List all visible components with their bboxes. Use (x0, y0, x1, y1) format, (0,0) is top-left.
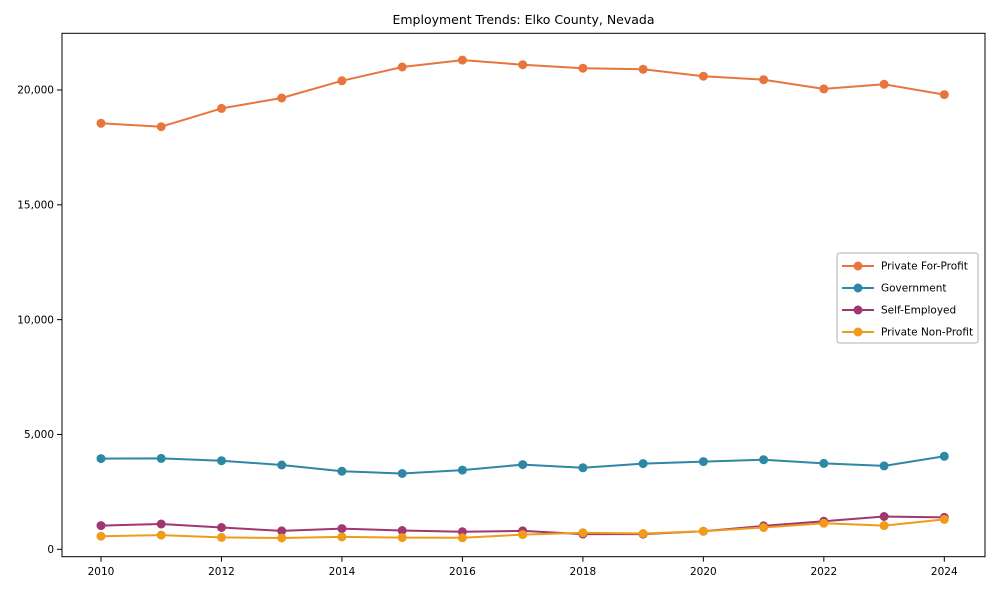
series-private-non-profit-marker (698, 526, 708, 536)
series-private-for-profit-marker (939, 90, 949, 100)
x-axis-tick-label: 2016 (449, 566, 476, 578)
series-private-non-profit-marker (397, 533, 407, 543)
series-private-non-profit-marker (879, 521, 889, 531)
series-private-for-profit-marker (638, 64, 648, 74)
series-self-employed-marker (879, 512, 889, 521)
legend-item-private-non-profit: Private Non-Profit (842, 327, 973, 339)
legend-label: Government (881, 283, 946, 295)
series-private-for-profit-marker (698, 71, 708, 81)
series-government-marker (457, 465, 467, 475)
y-axis-tick-label: 10,000 (17, 314, 54, 326)
series-government-marker (638, 459, 648, 469)
series-private-non-profit-marker (277, 533, 287, 543)
x-axis-tick-label: 2010 (88, 566, 115, 578)
series-private-non-profit-marker (96, 531, 106, 541)
x-axis-tick-label: 2022 (810, 566, 837, 578)
series-government-marker (759, 455, 769, 465)
series-self-employed-marker (96, 521, 106, 531)
series-private-non-profit-marker (217, 532, 226, 542)
series-private-non-profit-marker (457, 533, 467, 543)
series-government-marker (939, 451, 949, 461)
series-government-marker (337, 466, 347, 476)
series-government-marker (156, 453, 166, 463)
series-private-non-profit-marker (638, 529, 648, 538)
series-private-for-profit-marker (217, 103, 226, 113)
series-private-for-profit-marker (156, 122, 166, 132)
legend-marker-sample (853, 283, 863, 293)
series-private-for-profit-marker (759, 75, 769, 85)
series-private-non-profit-marker (518, 530, 528, 540)
plot-frame (61, 32, 986, 558)
series-government-marker (578, 463, 588, 473)
legend-box (836, 252, 979, 344)
y-axis-tick-label: 15,000 (17, 199, 54, 211)
series-self-employed-marker (397, 526, 407, 535)
legend-label: Self-Employed (881, 305, 956, 317)
series-government-marker (96, 454, 106, 464)
legend-item-private-for-profit: Private For-Profit (842, 261, 968, 273)
series-private-non-profit-marker (578, 528, 588, 538)
legend-item-self-employed: Self-Employed (842, 305, 956, 317)
series-self-employed-marker (337, 524, 347, 534)
legend-label: Private For-Profit (881, 261, 968, 273)
series-government-marker (698, 457, 708, 467)
y-axis-tick-label: 5,000 (24, 429, 54, 441)
series-private-for-profit-marker (96, 118, 106, 128)
series-private-for-profit-marker (397, 62, 407, 72)
legend-label: Private Non-Profit (881, 327, 973, 339)
series-government-marker (277, 460, 287, 470)
series-private-non-profit-marker (337, 532, 347, 542)
series-private-for-profit-marker (819, 84, 829, 94)
series-private-for-profit-marker (879, 79, 889, 89)
series-private-for-profit-marker (518, 60, 528, 70)
x-axis-tick-label: 2014 (329, 566, 356, 578)
y-axis-tick-label: 0 (47, 544, 54, 556)
legend-marker-sample (853, 327, 863, 337)
series-government-marker (879, 461, 889, 471)
legend-item-government: Government (842, 283, 946, 295)
series-government-marker (518, 460, 528, 470)
series-private-non-profit-marker (939, 514, 949, 524)
legend-marker-sample (853, 305, 863, 315)
chart-title: Employment Trends: Elko County, Nevada (392, 12, 655, 27)
series-private-non-profit-marker (759, 523, 769, 532)
x-axis-tick-label: 2012 (208, 566, 235, 578)
series-self-employed-marker (156, 519, 166, 529)
series-government-marker (397, 469, 407, 478)
series-private-for-profit-line (100, 59, 946, 128)
series-private-for-profit-marker (578, 63, 588, 73)
x-axis-tick-label: 2018 (570, 566, 597, 578)
x-axis-tick-label: 2020 (690, 566, 717, 578)
series-government-marker (217, 456, 226, 466)
series-government-marker (819, 458, 829, 468)
series-private-non-profit-marker (156, 530, 166, 540)
series-private-for-profit-marker (277, 93, 287, 103)
legend-marker-sample (853, 261, 863, 271)
legend: Private For-Profit Government Self-Employe… (836, 252, 979, 344)
series-private-for-profit-marker (337, 76, 347, 86)
y-axis-tick-label: 20,000 (17, 85, 54, 97)
series-self-employed-marker (277, 526, 287, 536)
x-axis-tick-label: 2024 (931, 566, 958, 578)
series-self-employed-marker (217, 523, 226, 532)
series-private-for-profit-marker (457, 55, 467, 65)
series-private-non-profit-marker (819, 518, 829, 528)
